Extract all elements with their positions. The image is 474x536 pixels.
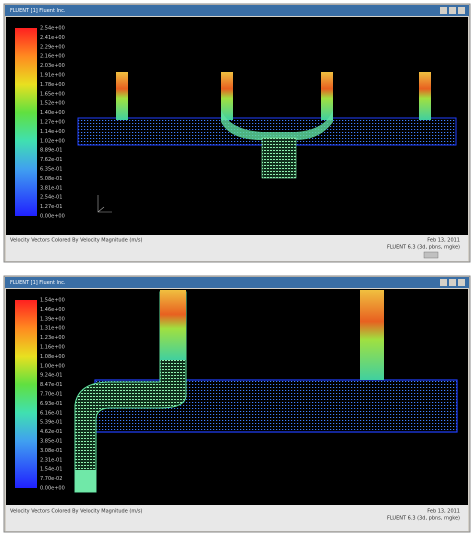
- legend-label: 1.65e+00: [40, 91, 65, 97]
- legend-label: 2.41e+00: [40, 35, 65, 41]
- riser: [360, 290, 384, 380]
- legend-label: 1.08e+00: [40, 354, 65, 360]
- riser: [419, 72, 431, 120]
- legend-label: 3.85e-01: [40, 439, 62, 445]
- junction-flow: [221, 110, 333, 140]
- legend-label: 1.31e+00: [40, 326, 65, 332]
- legend-label: 2.54e-01: [40, 195, 62, 201]
- legend-label: 2.16e+00: [40, 54, 65, 60]
- outlet: [261, 137, 297, 179]
- close-button[interactable]: [458, 7, 465, 14]
- legend-label: 6.16e-01: [40, 410, 62, 416]
- inlet: [75, 470, 96, 492]
- window-title: FLUENT [1] Fluent Inc.: [10, 8, 66, 14]
- riser: [221, 72, 233, 120]
- colorbar: [15, 300, 37, 488]
- legend-label: 1.39e+00: [40, 316, 65, 322]
- caption: Velocity Vectors Colored By Velocity Mag…: [10, 509, 142, 515]
- legend-label: 3.81e-01: [40, 185, 62, 191]
- minimize-button[interactable]: [440, 7, 447, 14]
- legend-label: 3.08e-01: [40, 448, 62, 454]
- riser: [116, 72, 128, 120]
- legend-label: 1.02e+00: [40, 138, 65, 144]
- legend-label: 1.14e+00: [40, 129, 65, 135]
- minimize-button[interactable]: [440, 279, 447, 286]
- legend-label: 0.00e+00: [40, 486, 65, 492]
- legend-label: 1.54e+00: [40, 298, 65, 304]
- legend-label: 2.54e+00: [40, 26, 65, 32]
- legend-label: 1.23e+00: [40, 335, 65, 341]
- caption: Velocity Vectors Colored By Velocity Mag…: [10, 238, 142, 244]
- button[interactable]: [423, 251, 439, 259]
- legend-label: 1.40e+00: [40, 110, 65, 116]
- legend-label: 1.27e+00: [40, 120, 65, 126]
- legend-label: 1.16e+00: [40, 345, 65, 351]
- legend-label: 7.70e-02: [40, 476, 62, 482]
- window: FLUENT [1] Fluent Inc. 1.54e+00 1.46e+00 1…: [3, 275, 471, 533]
- legend-label: 1.78e+00: [40, 82, 65, 88]
- legend-label: 2.31e-01: [40, 457, 62, 463]
- legend-label: 6.35e-01: [40, 167, 62, 173]
- legend-label: 1.00e+00: [40, 363, 65, 369]
- legend-label: 9.24e-01: [40, 373, 62, 379]
- legend-label: 8.47e-01: [40, 382, 62, 388]
- maximize-button[interactable]: [449, 279, 456, 286]
- legend-label: 2.29e+00: [40, 44, 65, 50]
- inlet-flow: [74, 291, 187, 493]
- legend-label: 1.91e+00: [40, 73, 65, 79]
- legend-label: 2.03e+00: [40, 63, 65, 69]
- riser: [160, 290, 186, 360]
- legend-label: 0.00e+00: [40, 214, 65, 220]
- window: FLUENT [1] Fluent Inc. 2.54e+00 2.41e+00 2…: [3, 3, 471, 263]
- legend-label: 7.62e-01: [40, 157, 62, 163]
- legend-label: 1.27e-01: [40, 204, 62, 210]
- legend-label: 1.46e+00: [40, 307, 65, 313]
- maximize-button[interactable]: [449, 7, 456, 14]
- date: Feb 13, 2011: [427, 509, 460, 515]
- date: Feb 13, 2011: [427, 238, 460, 244]
- legend-label: 6.93e-01: [40, 401, 62, 407]
- legend-label: 1.52e+00: [40, 101, 65, 107]
- window-title: FLUENT [1] Fluent Inc.: [10, 280, 66, 286]
- legend-label: 7.70e-01: [40, 392, 62, 398]
- solver: FLUENT 6.3 (3d, pbns, rngke): [387, 516, 460, 522]
- colorbar: [15, 28, 37, 216]
- legend-label: 1.54e-01: [40, 467, 62, 473]
- legend-label: 5.39e-01: [40, 420, 62, 426]
- solver: FLUENT 6.3 (3d, pbns, rngke): [387, 245, 460, 251]
- axes-icon: [97, 195, 112, 213]
- legend-label: 5.08e-01: [40, 176, 62, 182]
- legend-label: 8.89e-01: [40, 148, 62, 154]
- legend-label: 4.62e-01: [40, 429, 62, 435]
- riser: [321, 72, 333, 120]
- close-button[interactable]: [458, 279, 465, 286]
